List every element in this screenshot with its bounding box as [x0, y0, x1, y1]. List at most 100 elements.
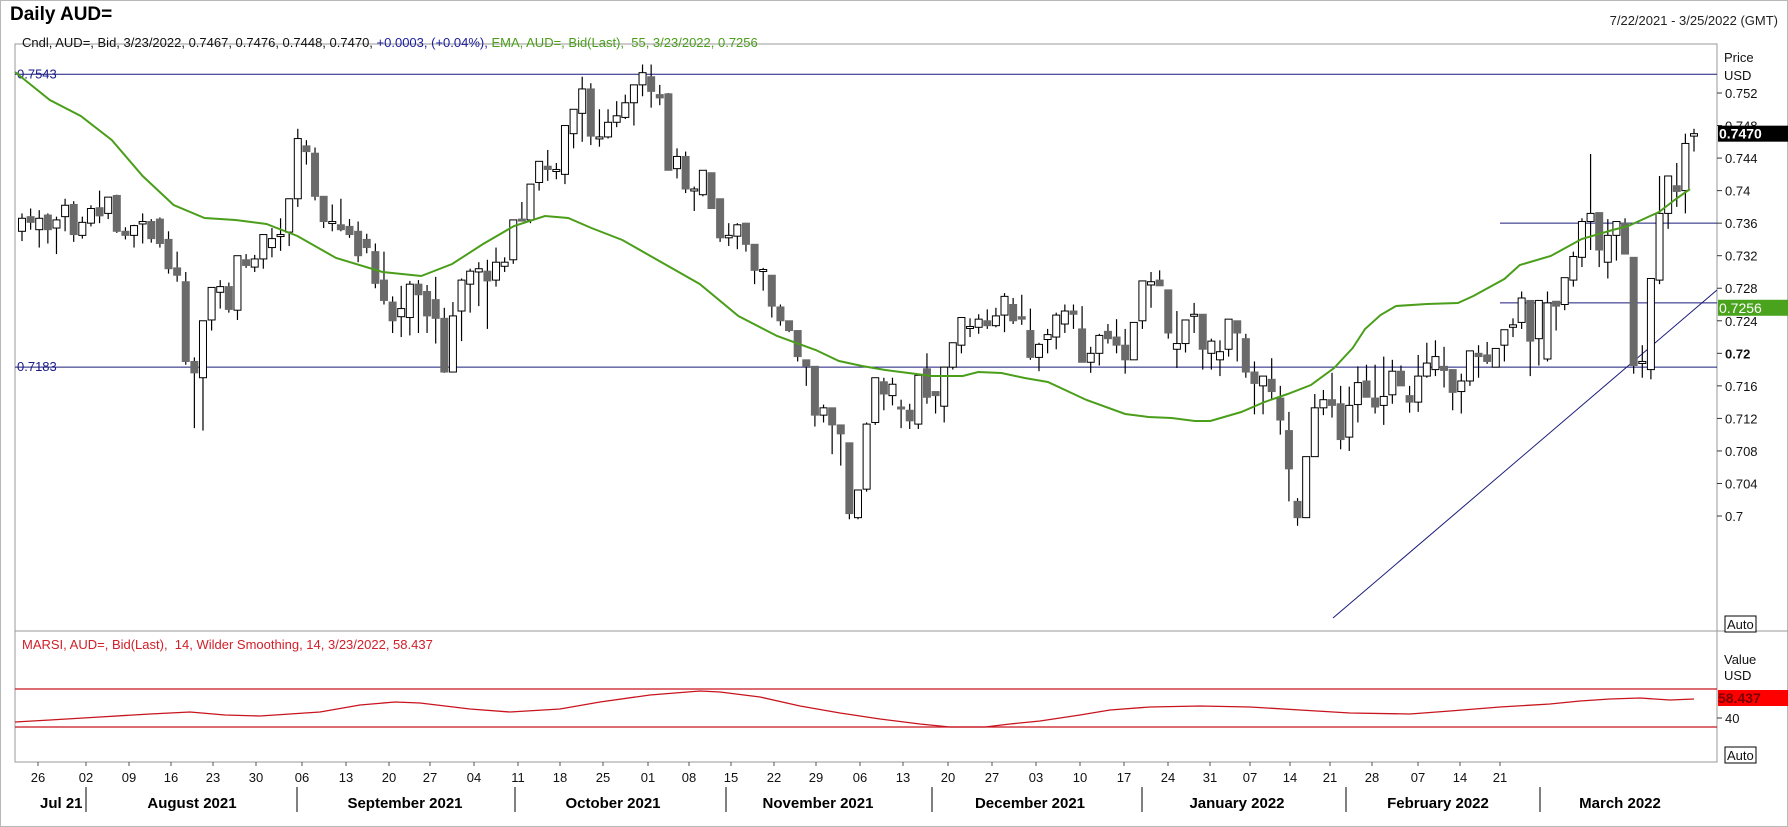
- candle-up[interactable]: [474, 268, 483, 273]
- candle-down[interactable]: [647, 76, 656, 92]
- candle-down[interactable]: [776, 306, 785, 322]
- candle-down[interactable]: [336, 224, 345, 231]
- candle-up[interactable]: [1181, 319, 1190, 345]
- candle-up[interactable]: [1569, 256, 1578, 281]
- candle-down[interactable]: [431, 299, 440, 319]
- candle-down[interactable]: [1069, 310, 1078, 315]
- candle-up[interactable]: [397, 308, 406, 318]
- candle-down[interactable]: [1026, 330, 1035, 358]
- candle-down[interactable]: [586, 88, 595, 137]
- candle-up[interactable]: [267, 238, 276, 249]
- candle-up[interactable]: [509, 219, 518, 261]
- candle-down[interactable]: [750, 243, 759, 271]
- candle-down[interactable]: [785, 320, 794, 332]
- candle-down[interactable]: [1629, 256, 1638, 367]
- candle-up[interactable]: [1147, 281, 1156, 286]
- candle-down[interactable]: [905, 409, 914, 422]
- candle-down[interactable]: [414, 283, 423, 296]
- candle-down[interactable]: [155, 218, 164, 244]
- candle-down[interactable]: [1336, 403, 1345, 441]
- candle-up[interactable]: [78, 221, 87, 236]
- candle-down[interactable]: [1396, 370, 1405, 387]
- candle-up[interactable]: [1603, 234, 1612, 263]
- candle-up[interactable]: [1129, 321, 1138, 361]
- candle-down[interactable]: [802, 359, 811, 367]
- candle-up[interactable]: [1681, 142, 1690, 192]
- candle-up[interactable]: [1224, 318, 1233, 350]
- candle-down[interactable]: [26, 216, 35, 223]
- candle-down[interactable]: [121, 230, 130, 236]
- candle-up[interactable]: [1043, 334, 1052, 340]
- candle-up[interactable]: [1379, 395, 1388, 406]
- candle-up[interactable]: [276, 234, 285, 238]
- candle-down[interactable]: [483, 270, 492, 282]
- candle-up[interactable]: [966, 325, 975, 329]
- candle-up[interactable]: [86, 208, 95, 224]
- candle-up[interactable]: [673, 155, 682, 170]
- candle-down[interactable]: [1155, 279, 1164, 287]
- candle-down[interactable]: [810, 365, 819, 416]
- price-auto-button[interactable]: [1724, 615, 1757, 633]
- candle-up[interactable]: [207, 286, 216, 321]
- candle-up[interactable]: [1000, 295, 1009, 316]
- candle-down[interactable]: [1483, 354, 1492, 362]
- candle-down[interactable]: [716, 198, 725, 239]
- candle-up[interactable]: [621, 102, 630, 118]
- candle-down[interactable]: [1198, 313, 1207, 350]
- candle-down[interactable]: [440, 317, 449, 373]
- candle-up[interactable]: [569, 108, 578, 135]
- candle-up[interactable]: [1319, 399, 1328, 409]
- candle-down[interactable]: [190, 360, 199, 374]
- candle-up[interactable]: [466, 270, 475, 285]
- candle-up[interactable]: [52, 219, 61, 229]
- candle-down[interactable]: [1241, 338, 1250, 373]
- ema-line[interactable]: [14, 71, 1691, 422]
- candle-down[interactable]: [379, 279, 388, 301]
- candle-up[interactable]: [1095, 334, 1104, 354]
- candle-up[interactable]: [18, 217, 26, 232]
- candle-down[interactable]: [1328, 399, 1337, 406]
- candle-up[interactable]: [1500, 329, 1509, 346]
- candle-up[interactable]: [1655, 212, 1664, 281]
- candle-down[interactable]: [1009, 304, 1018, 322]
- candle-up[interactable]: [862, 423, 871, 490]
- candle-down[interactable]: [112, 195, 121, 232]
- candle-down[interactable]: [845, 442, 854, 515]
- candle-up[interactable]: [1172, 343, 1181, 350]
- candle-up[interactable]: [1190, 313, 1199, 317]
- candle-up[interactable]: [526, 183, 535, 221]
- candle-down[interactable]: [1526, 299, 1535, 342]
- candle-down[interactable]: [836, 424, 845, 435]
- candle-down[interactable]: [879, 381, 888, 395]
- candle-down[interactable]: [173, 267, 182, 276]
- candle-down[interactable]: [1112, 336, 1121, 346]
- candle-down[interactable]: [164, 238, 173, 270]
- candle-up[interactable]: [759, 269, 768, 273]
- candle-up[interactable]: [1690, 133, 1698, 137]
- candle-down[interactable]: [681, 155, 690, 190]
- candle-up[interactable]: [500, 261, 509, 267]
- trendline[interactable]: [1332, 289, 1718, 619]
- candle-down[interactable]: [1595, 212, 1604, 251]
- candle-down[interactable]: [147, 221, 156, 240]
- candle-up[interactable]: [1138, 280, 1147, 322]
- candle-up[interactable]: [940, 366, 949, 407]
- candle-down[interactable]: [345, 225, 354, 236]
- candle-down[interactable]: [1164, 289, 1173, 334]
- candle-down[interactable]: [543, 165, 552, 170]
- candle-down[interactable]: [983, 320, 992, 327]
- candle-down[interactable]: [423, 290, 432, 317]
- candle-down[interactable]: [1448, 369, 1457, 393]
- candle-up[interactable]: [1465, 350, 1474, 382]
- candle-up[interactable]: [138, 221, 147, 225]
- candle-up[interactable]: [35, 217, 44, 231]
- candle-down[interactable]: [1250, 371, 1259, 384]
- candle-down[interactable]: [1362, 380, 1371, 398]
- candle-up[interactable]: [974, 318, 983, 328]
- candle-up[interactable]: [991, 315, 1000, 327]
- candle-down[interactable]: [931, 391, 940, 397]
- candle-down[interactable]: [1672, 185, 1681, 192]
- candle-down[interactable]: [664, 93, 673, 171]
- candle-up[interactable]: [604, 121, 613, 138]
